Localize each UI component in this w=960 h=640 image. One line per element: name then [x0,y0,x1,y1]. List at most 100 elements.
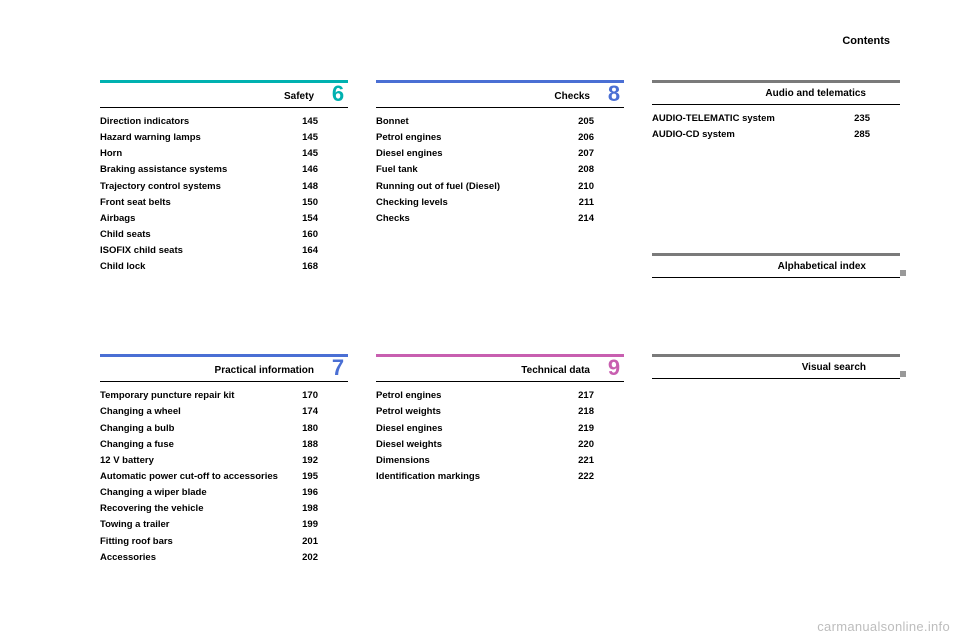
toc-entry-page: 202 [290,550,318,566]
section-entries: Bonnet205Petrol engines 206Diesel engines… [376,114,624,227]
toc-entry: Petrol engines 206 [376,130,594,146]
section-title: Visual search [652,362,870,376]
section: Audio and telematicsAUDIO-TELEMATIC syst… [652,80,900,284]
toc-entry-label: AUDIO-CD system [652,127,735,143]
toc-entry-label: Trajectory control systems [100,179,221,195]
toc-entry: Automatic power cut-off to accessories 19… [100,469,318,485]
toc-entry-page: 180 [290,421,318,437]
toc-entry-label: Fitting roof bars [100,534,173,550]
toc-entry-page: 170 [290,388,318,404]
toc-entry-page: 188 [290,437,318,453]
toc-entry: AUDIO-CD system 285 [652,127,870,143]
toc-entry-page: 208 [566,162,594,178]
section-header: Technical data 9 [376,357,624,382]
toc-entry-label: Braking assistance systems [100,162,227,178]
toc-entry-label: Petrol engines [376,130,441,146]
toc-entry-page: 168 [290,259,318,275]
toc-entry-page: 198 [290,501,318,517]
toc-entry-page: 219 [566,421,594,437]
toc-entry-label: Fuel tank [376,162,418,178]
toc-entry-label: Changing a wiper blade [100,485,207,501]
toc-entry-page: 220 [566,437,594,453]
toc-entry: Hazard warning lamps 145 [100,130,318,146]
toc-entry: Dimensions 221 [376,453,594,469]
toc-entry: Running out of fuel (Diesel)210 [376,179,594,195]
toc-entry-page: 199 [290,517,318,533]
toc-entry: Changing a wiper blade196 [100,485,318,501]
toc-entry: Diesel engines 219 [376,421,594,437]
toc-entry-page: 195 [290,469,318,485]
toc-entry-page: 174 [290,404,318,420]
toc-entry-page: 145 [290,130,318,146]
toc-entry: Bonnet205 [376,114,594,130]
toc-entry-page: 210 [566,179,594,195]
toc-entry: Towing a trailer199 [100,517,318,533]
toc-entry-label: Diesel weights [376,437,442,453]
section-number: 9 [604,357,624,379]
toc-entry-page: 285 [842,127,870,143]
toc-entry-label: Airbags [100,211,135,227]
toc-entry: Horn145 [100,146,318,162]
toc-entry-label: Checking levels [376,195,448,211]
toc-entry: Fuel tank 208 [376,162,594,178]
toc-entry-label: Diesel engines [376,421,443,437]
toc-entry-label: Accessories [100,550,156,566]
toc-entry: Child seats160 [100,227,318,243]
toc-entry-page: 145 [290,146,318,162]
toc-entry: Diesel engines207 [376,146,594,162]
toc-entry-label: Changing a wheel [100,404,181,420]
toc-entry-page: 160 [290,227,318,243]
section: Checks 8 Bonnet205Petrol engines 206Diesel … [376,80,624,284]
toc-entry: Recovering the vehicle 198 [100,501,318,517]
toc-entry-label: Temporary puncture repair kit [100,388,234,404]
toc-entry: Airbags 154 [100,211,318,227]
section-entries: Direction indicators145Hazard warning la… [100,114,348,275]
section-entries: Petrol engines217Petrol weights218Diesel… [376,388,624,485]
toc-entry: Petrol weights218 [376,404,594,420]
toc-entry-label: Dimensions [376,453,430,469]
toc-entry-label: Hazard warning lamps [100,130,201,146]
toc-entry-page: 206 [566,130,594,146]
toc-entry-page: 146 [290,162,318,178]
toc-entry-label: Child lock [100,259,145,275]
toc-entry-page: 150 [290,195,318,211]
section: Safety6 Direction indicators145Hazard war… [100,80,348,284]
toc-entry-label: Petrol engines [376,388,441,404]
section-number: 8 [604,83,624,105]
toc-entry-label: Changing a fuse [100,437,174,453]
toc-entry-label: Recovering the vehicle [100,501,203,517]
section-title: Technical data [376,365,594,379]
toc-entry-page: 221 [566,453,594,469]
toc-entry-page: 154 [290,211,318,227]
toc-entry-label: AUDIO-TELEMATIC system [652,111,775,127]
section-title: Checks [376,91,594,105]
toc-entry: ISOFIX child seats164 [100,243,318,259]
toc-entry-page: 214 [566,211,594,227]
toc-entry: AUDIO-TELEMATIC system235 [652,111,870,127]
toc-entry-label: Automatic power cut-off to accessories [100,469,278,485]
toc-entry: Changing a fuse 188 [100,437,318,453]
toc-entry: Checking levels211 [376,195,594,211]
toc-entry-page: 207 [566,146,594,162]
side-marker [900,371,906,377]
toc-entry-label: Changing a bulb [100,421,174,437]
section-header: Alphabetical index [652,256,900,278]
section-title: Alphabetical index [652,261,870,275]
section-header: Practical information7 [100,357,348,382]
toc-entry-label: Identification markings [376,469,480,485]
toc-entry: Temporary puncture repair kit 170 [100,388,318,404]
toc-entry: 12 V battery192 [100,453,318,469]
toc-entry: Petrol engines217 [376,388,594,404]
section-header: Safety6 [100,83,348,108]
page-label: Contents [842,35,890,47]
toc-entry-page: 218 [566,404,594,420]
toc-entry: Identification markings 222 [376,469,594,485]
section-number: 6 [328,83,348,105]
toc-entry-page: 148 [290,179,318,195]
section-number: 7 [328,357,348,379]
watermark: carmanualsonline.info [817,619,950,634]
section-header: Visual search [652,357,900,379]
toc-entry: Changing a bulb 180 [100,421,318,437]
toc-entry-label: Front seat belts [100,195,171,211]
toc-entry-page: 222 [566,469,594,485]
